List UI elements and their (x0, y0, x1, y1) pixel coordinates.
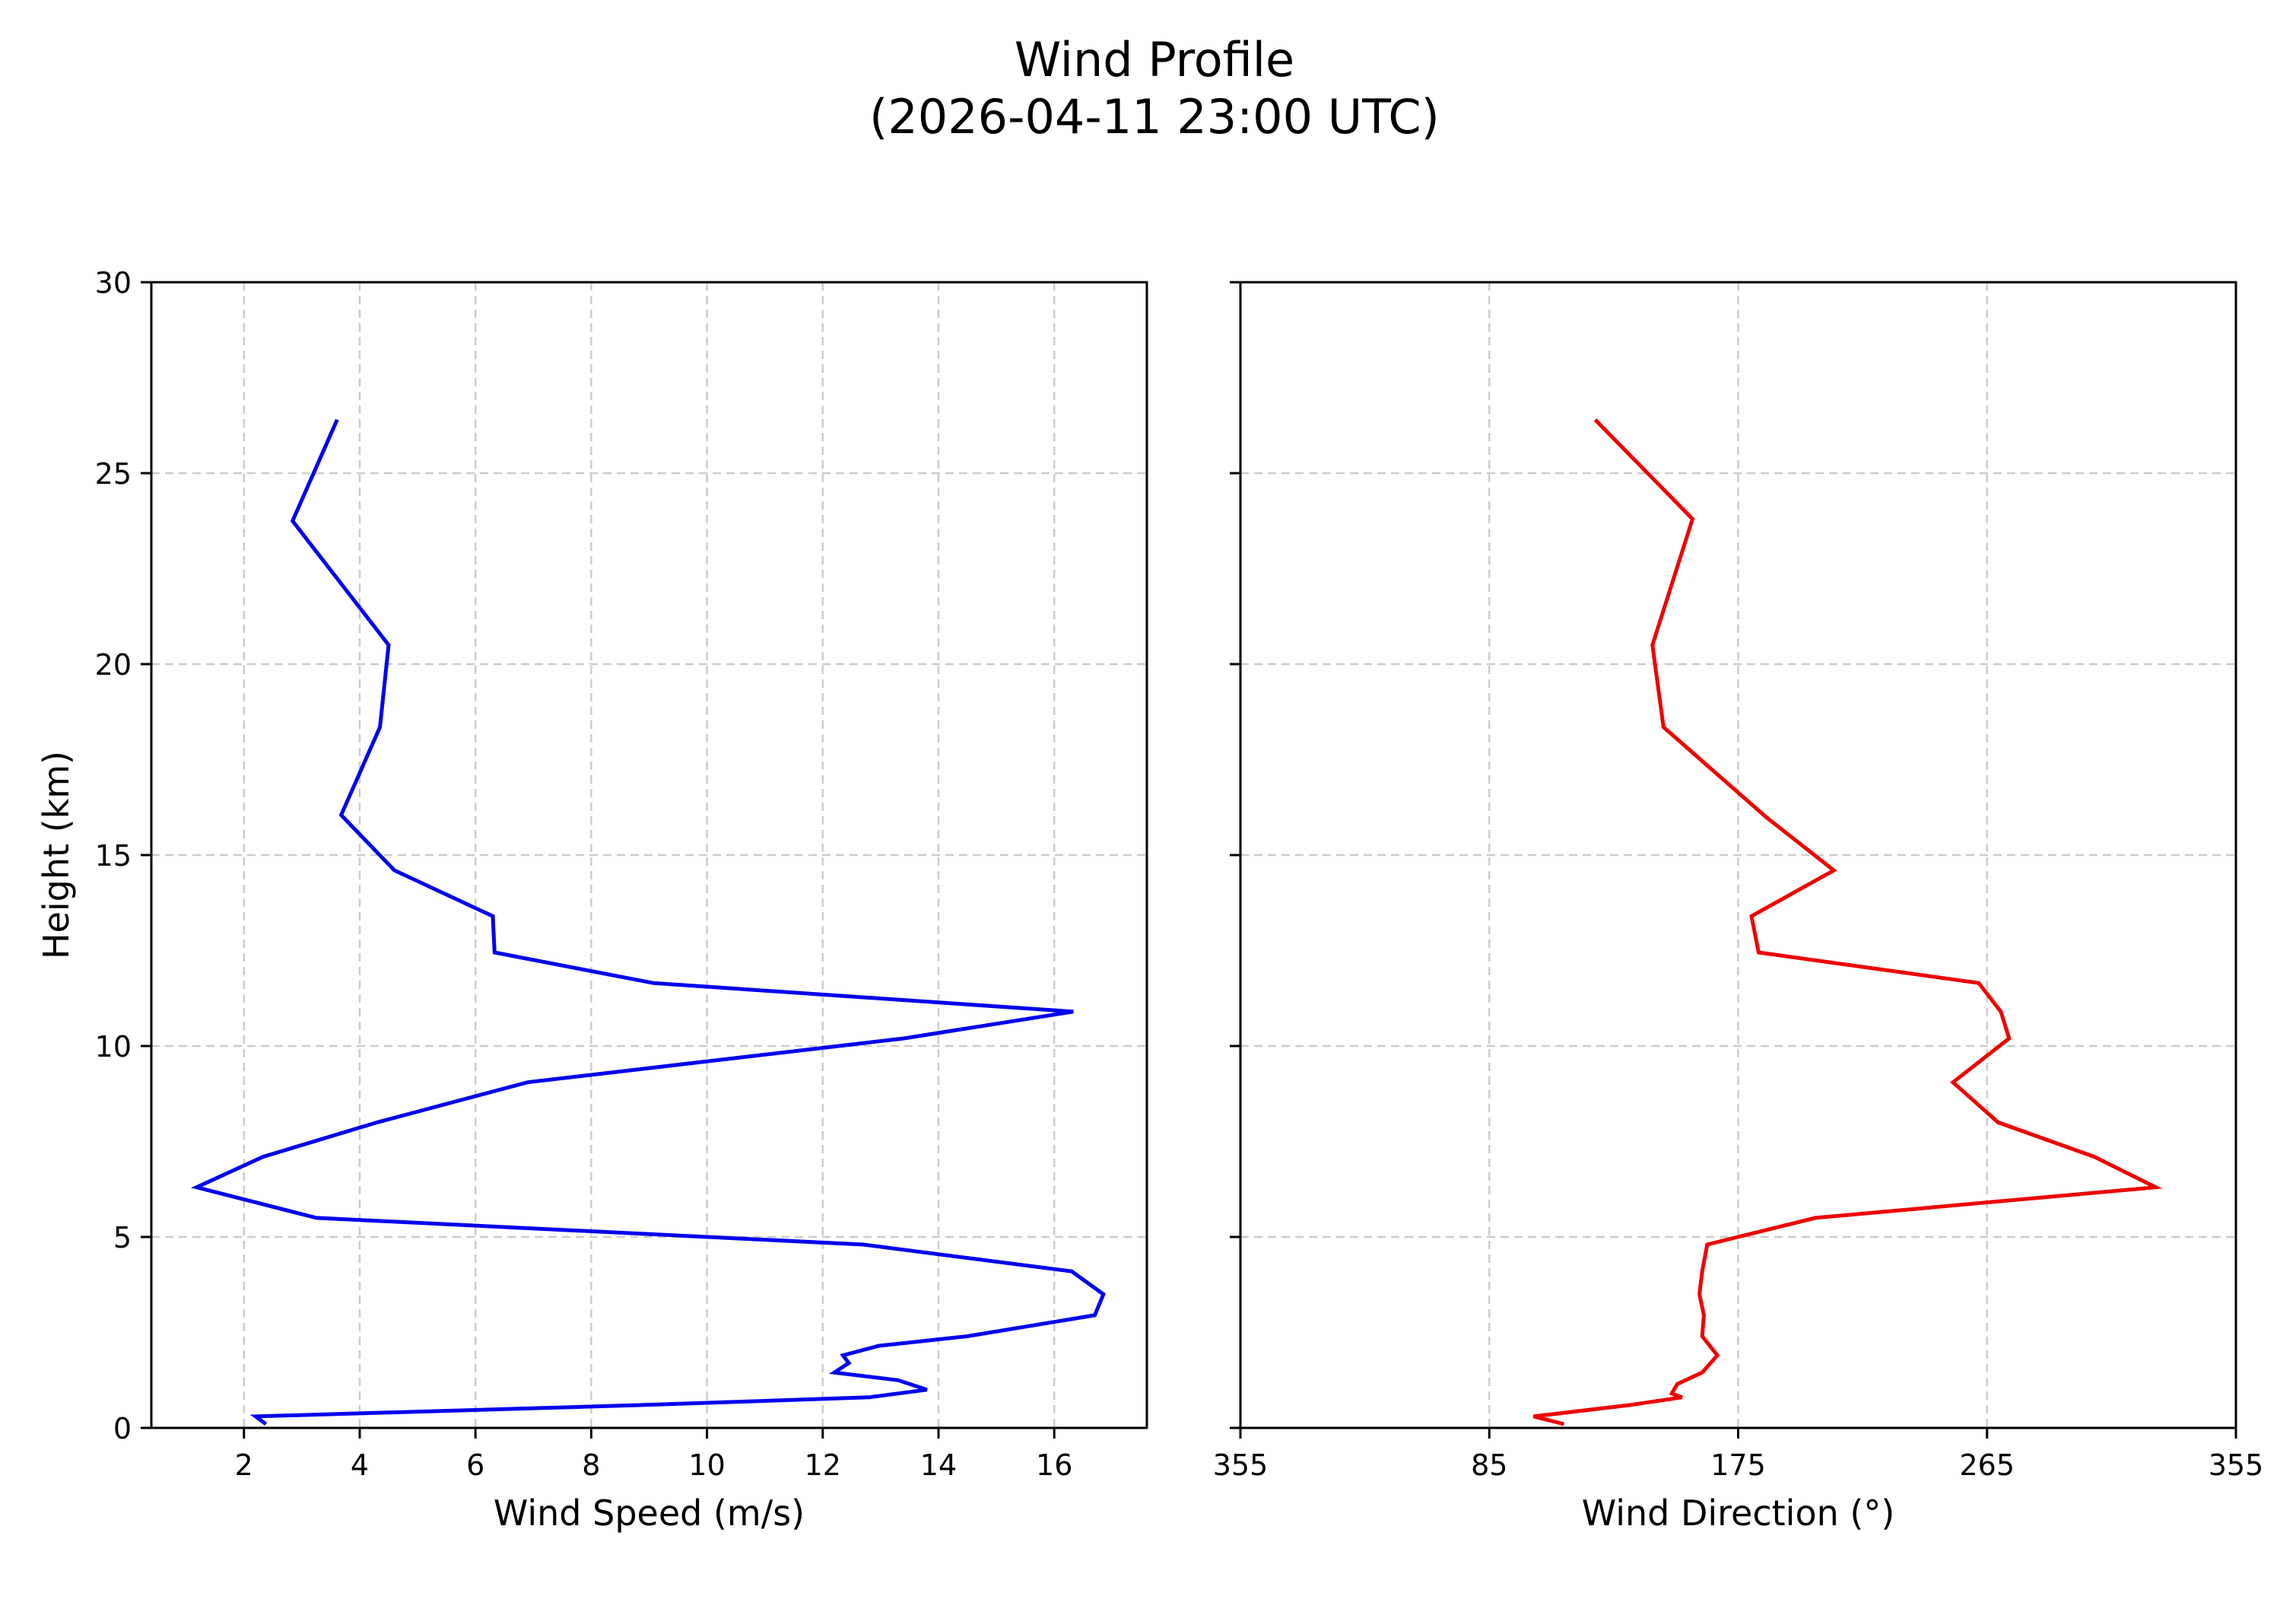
data-line (190, 418, 1106, 1426)
y-tick-label: 20 (95, 648, 132, 682)
x-tick-label: 12 (805, 1448, 841, 1482)
x-tick-label: 355 (1213, 1448, 1269, 1482)
x-tick-label: 2 (235, 1448, 253, 1482)
x-tick-label: 85 (1471, 1448, 1507, 1482)
y-tick-label: 10 (95, 1030, 132, 1064)
y-tick-label: 30 (95, 266, 132, 300)
x-tick-label: 16 (1036, 1448, 1072, 1482)
x-tick-label: 6 (466, 1448, 484, 1482)
y-tick-label: 0 (113, 1412, 132, 1445)
y-tick-label: 25 (95, 457, 132, 491)
x-tick-label: 355 (2209, 1448, 2264, 1482)
x-tick-label: 4 (351, 1448, 369, 1482)
x-tick-label: 175 (1710, 1448, 1766, 1482)
y-tick-label: 5 (113, 1221, 132, 1254)
wind-speed-panel: 2 4 6 8 10 12 14 16 0 5 10 15 20 25 30 Wind Speed (m/s)… (36, 266, 1148, 1534)
x-tick-label: 14 (920, 1448, 957, 1482)
wind-direction-panel: 355 85 175 265 355 Wind Direction (°) (1213, 281, 2264, 1534)
data-line (1532, 418, 2163, 1426)
x-axis-label: Wind Speed (m/s) (494, 1493, 805, 1534)
figure-subtitle: (2026-04-11 23:00 UTC) (869, 89, 1440, 145)
x-tick-label: 10 (688, 1448, 725, 1482)
x-tick-label: 265 (1959, 1448, 2015, 1482)
figure-title: Wind Profile (1015, 32, 1294, 87)
y-axis-label: Height (km) (36, 751, 77, 959)
x-axis-label: Wind Direction (°) (1582, 1493, 1895, 1534)
y-tick-label: 15 (95, 839, 132, 873)
x-tick-label: 8 (582, 1448, 600, 1482)
